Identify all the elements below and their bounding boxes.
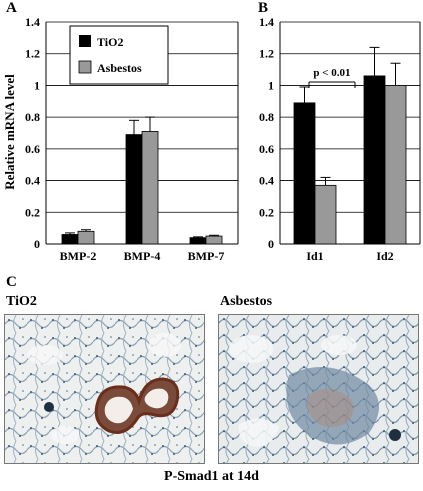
y-tick-label-0-5: 1: [34, 78, 40, 92]
y-tick-label-0-3: 0.6: [25, 142, 40, 156]
micrograph-asbestos: [218, 314, 419, 464]
bar-1-Id2-1: [384, 85, 407, 245]
bar-0-BMP-7-1: [205, 235, 223, 245]
x-tick-label-1-0: Id1: [306, 249, 323, 263]
y-tick-label-1-3: 0.6: [259, 142, 274, 156]
bar-1-Id1-0: [293, 102, 316, 245]
y-tick-label-1-4: 0.8: [259, 110, 274, 124]
legend-swatch-asbestos: [78, 60, 92, 74]
panel-c-label: C: [6, 274, 17, 290]
legend-label-tio2: TiO2: [97, 35, 123, 49]
bar-charts: Relative mRNA level 0 0.2 0.4 0.6 0.8 1 1.2 1.4…: [2, 15, 421, 263]
panel-b-label: B: [258, 0, 269, 16]
bar-0-BMP-4-0: [125, 134, 143, 245]
y-tick-label-1-6: 1.2: [259, 47, 274, 61]
x-tick-label-0-1: BMP-4: [124, 249, 161, 263]
y-tick-label-0-2: 0.4: [25, 174, 40, 188]
y-tick-label-1-0: 0: [268, 237, 274, 251]
bar-1-Id2-0: [363, 75, 386, 245]
x-tick-label-0-2: BMP-7: [188, 249, 225, 263]
micrograph-title-asbestos: Asbestos: [220, 294, 273, 309]
legend-swatch-tio2: [79, 35, 91, 47]
legend-label-asbestos: Asbestos: [97, 61, 142, 75]
micrograph-tio2: [4, 314, 205, 464]
y-tick-label-0-1: 0.2: [25, 205, 40, 219]
bar-1-Id1-1: [314, 184, 337, 245]
y-tick-label-1-2: 0.4: [259, 174, 274, 188]
y-tick-label-1-5: 1: [268, 78, 274, 92]
bar-0-BMP-2-1: [77, 230, 95, 245]
y-tick-label-0-6: 1.2: [25, 47, 40, 61]
micrograph-title-tio2: TiO2: [6, 294, 37, 309]
y-tick-label-1-7: 1.4: [259, 15, 274, 29]
y-tick-label-1-1: 0.2: [259, 205, 274, 219]
bar-0-BMP-2-0: [61, 234, 79, 245]
significance-annotation: p < 0.01: [313, 67, 350, 79]
y-tick-label-0-7: 1.4: [25, 15, 40, 29]
y-tick-label-0-4: 0.8: [25, 110, 40, 124]
y-axis-label: Relative mRNA level: [2, 74, 17, 190]
bar-0-BMP-4-1: [141, 131, 159, 245]
x-tick-label-1-1: Id2: [376, 249, 393, 263]
y-tick-label-0-0: 0: [34, 237, 40, 251]
bar-0-BMP-7-0: [189, 237, 207, 245]
micrograph-caption: P-Smad1 at 14d: [164, 469, 259, 484]
x-tick-label-0-0: BMP-2: [60, 249, 97, 263]
panel-a-label: A: [6, 0, 17, 16]
